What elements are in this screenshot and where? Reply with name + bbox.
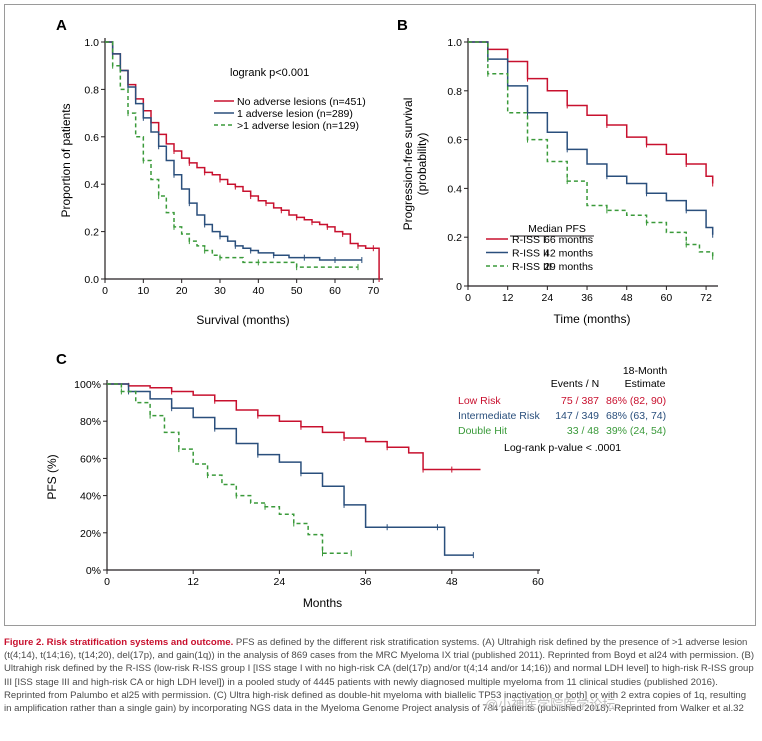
legend-median: 29 months xyxy=(544,261,593,273)
legend-estimate: 39% (24, 54) xyxy=(606,425,666,437)
y-tick-label: 0.6 xyxy=(84,132,99,144)
panel-c-pfs-plot: 0 12 24 36 48 60 0% 20% 40% 60% 80% 100% Months PFS (… xyxy=(45,365,667,610)
panel-label-b: B xyxy=(397,17,408,34)
y-tick-label: 40% xyxy=(80,491,101,503)
x-tick-label: 72 xyxy=(700,292,712,304)
y-axis-label: Proportion of patients xyxy=(59,103,73,217)
x-tick-label: 50 xyxy=(291,285,303,297)
legend-entry: 1 adverse lesion (n=289) xyxy=(237,108,353,120)
legend-events: 75 / 387 xyxy=(561,395,599,407)
series-line xyxy=(107,383,481,471)
x-tick-label: 12 xyxy=(502,292,514,304)
legend-entry: R-ISS III xyxy=(512,261,552,273)
x-tick-label: 40 xyxy=(252,285,264,297)
legend-median: 66 months xyxy=(544,234,593,246)
x-tick-label: 60 xyxy=(329,285,341,297)
panel-label-a: A xyxy=(56,17,67,34)
y-tick-label: 0.6 xyxy=(447,135,462,147)
legend-estimate: 86% (82, 90) xyxy=(606,395,666,407)
x-tick-label: 48 xyxy=(621,292,633,304)
series-line xyxy=(468,41,714,235)
caption-title: Figure 2. Risk stratification systems an… xyxy=(4,637,234,648)
caption-body: PFS as defined by the different risk str… xyxy=(4,637,755,715)
y-tick-label: 0.4 xyxy=(84,179,99,191)
legend-entry: Double Hit xyxy=(458,425,507,437)
y-axis-label: Progression-free survival(probability) xyxy=(401,98,429,231)
legend-header-events: Events / N xyxy=(551,378,599,390)
x-tick-label: 24 xyxy=(274,576,286,588)
legend-median: 42 months xyxy=(544,248,593,260)
x-tick-label: 20 xyxy=(176,285,188,297)
logrank-pvalue: Log-rank p-value < .0001 xyxy=(504,442,621,454)
y-tick-label: 0.8 xyxy=(84,84,99,96)
y-tick-label: 0.4 xyxy=(447,183,462,195)
legend-entry: R-ISS I xyxy=(512,234,546,246)
x-tick-label: 10 xyxy=(137,285,149,297)
y-tick-label: 0.2 xyxy=(447,232,462,244)
y-tick-label: 1.0 xyxy=(84,37,99,49)
y-tick-label: 0% xyxy=(86,565,101,577)
x-tick-label: 12 xyxy=(187,576,199,588)
y-tick-label: 60% xyxy=(80,453,101,465)
figure-caption: Figure 2. Risk stratification systems an… xyxy=(4,636,756,715)
x-tick-label: 36 xyxy=(581,292,593,304)
y-tick-label: 20% xyxy=(80,528,101,540)
y-tick-label: 1.0 xyxy=(447,37,462,49)
legend-header-estimate: Estimate xyxy=(625,378,666,390)
x-tick-label: 30 xyxy=(214,285,226,297)
x-tick-label: 36 xyxy=(360,576,372,588)
logrank-annotation: logrank p<0.001 xyxy=(230,67,309,79)
legend-entry: >1 adverse lesion (n=129) xyxy=(237,120,359,132)
x-tick-label: 0 xyxy=(465,292,471,304)
legend-title: Median PFS xyxy=(528,223,586,235)
series-line xyxy=(468,41,714,257)
panel-a-km-plot: 0 10 20 30 40 50 60 70 0.0 0.2 0.4 0.6 0.8 1.0 Surviva… xyxy=(59,37,383,327)
series-line xyxy=(107,383,352,555)
series-line xyxy=(105,41,358,268)
x-tick-label: 70 xyxy=(367,285,379,297)
figure-svg: A B C 0 10 20 30 40 50 60 70 0.0 0.2 0.4 0.6 0.8 1.0 S… xyxy=(45,17,718,610)
x-tick-label: 0 xyxy=(102,285,108,297)
x-tick-label: 24 xyxy=(542,292,554,304)
y-axis-label: PFS (%) xyxy=(45,454,59,499)
y-tick-label: 0 xyxy=(456,281,462,293)
y-tick-label: 0.2 xyxy=(84,227,99,239)
y-tick-label: 0.8 xyxy=(447,86,462,98)
legend-entry: No adverse lesions (n=451) xyxy=(237,96,366,108)
x-tick-label: 48 xyxy=(446,576,458,588)
legend-entry: Intermediate Risk xyxy=(458,410,540,422)
panel-b-pfs-plot: 0 12 24 36 48 60 72 0 0.2 0.4 0.6 0.8 1.0 Time (month… xyxy=(401,37,718,326)
x-tick-label: 0 xyxy=(104,576,110,588)
y-tick-label: 100% xyxy=(74,379,101,391)
legend-entry: Low Risk xyxy=(458,395,501,407)
legend-events: 147 / 349 xyxy=(555,410,599,422)
legend-header-18-month: 18-Month xyxy=(623,365,668,377)
legend-entry: R-ISS II xyxy=(512,248,549,260)
x-tick-label: 60 xyxy=(532,576,544,588)
x-axis-label: Months xyxy=(303,596,342,610)
watermark-text: @小神医学院医学论坛 xyxy=(485,697,616,712)
x-axis-label: Survival (months) xyxy=(196,313,289,327)
series-line xyxy=(107,383,474,556)
legend-events: 33 / 48 xyxy=(567,425,599,437)
figure-frame xyxy=(4,4,756,626)
series-line xyxy=(468,41,714,184)
x-axis-label: Time (months) xyxy=(554,312,631,326)
y-tick-label: 80% xyxy=(80,416,101,428)
y-tick-label: 0.0 xyxy=(84,274,99,286)
legend-estimate: 68% (63, 74) xyxy=(606,410,666,422)
panel-label-c: C xyxy=(56,351,67,368)
x-tick-label: 60 xyxy=(661,292,673,304)
